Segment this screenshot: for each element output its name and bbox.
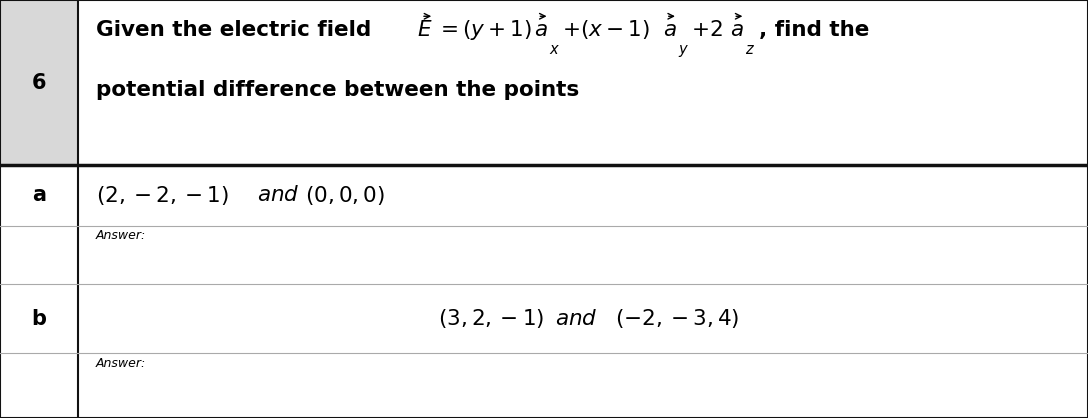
Text: Answer:: Answer:	[96, 229, 146, 242]
Text: 6: 6	[32, 73, 47, 92]
Text: $(2, - 2, - 1)$: $(2, - 2, - 1)$	[96, 184, 228, 207]
Text: $z$: $z$	[745, 42, 755, 57]
Text: $a$: $a$	[663, 20, 677, 40]
Text: $(0, 0, 0)$: $(0, 0, 0)$	[305, 184, 385, 207]
Text: a: a	[33, 186, 46, 205]
Text: $\mathit{and}$: $\mathit{and}$	[257, 186, 299, 205]
Text: $+ 2$: $+ 2$	[691, 20, 722, 40]
Text: $x$: $x$	[549, 42, 560, 57]
Text: $a$: $a$	[534, 20, 548, 40]
Text: b: b	[32, 309, 47, 329]
Text: $+ (x - 1)$: $+ (x - 1)$	[562, 18, 651, 41]
Text: potential difference between the points: potential difference between the points	[96, 80, 579, 100]
Text: $\mathit{E}$: $\mathit{E}$	[417, 20, 432, 40]
Text: $\mathit{and}$: $\mathit{and}$	[555, 309, 597, 329]
Text: $a$: $a$	[730, 20, 744, 40]
Text: , find the: , find the	[759, 20, 869, 40]
Bar	[0, 0, 78, 165]
Text: $y$: $y$	[678, 43, 689, 59]
Text: Given the electric field: Given the electric field	[96, 20, 379, 40]
Text: $= (y + 1)$: $= (y + 1)$	[436, 18, 532, 42]
Text: $(3, 2, - 1)$: $(3, 2, - 1)$	[437, 307, 544, 330]
Text: Answer:: Answer:	[96, 357, 146, 370]
Text: $(- 2, - 3, 4)$: $(- 2, - 3, 4)$	[615, 307, 739, 330]
